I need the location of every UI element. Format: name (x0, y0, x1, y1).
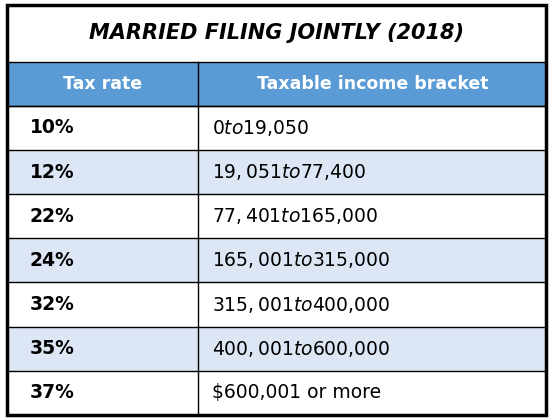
Bar (7, 194, 546, 238)
Text: 37%: 37% (30, 383, 75, 402)
Text: $77,401 to $165,000: $77,401 to $165,000 (212, 206, 378, 226)
Bar (7, 62, 546, 106)
Text: Tax rate: Tax rate (63, 75, 142, 93)
Text: 12%: 12% (30, 163, 74, 181)
Text: $315,001 to $400,000: $315,001 to $400,000 (212, 294, 390, 315)
Bar (7, 150, 546, 194)
Bar (7, 5, 546, 62)
Bar (7, 327, 546, 371)
Text: $0 to $19,050: $0 to $19,050 (212, 118, 309, 138)
Bar (7, 238, 546, 283)
Text: 24%: 24% (30, 251, 74, 270)
Text: 32%: 32% (30, 295, 75, 314)
Text: 22%: 22% (30, 207, 74, 226)
Text: 10%: 10% (30, 118, 74, 137)
Text: MARRIED FILING JOINTLY (2018): MARRIED FILING JOINTLY (2018) (89, 24, 464, 43)
Text: $19,051 to $77,400: $19,051 to $77,400 (212, 162, 366, 182)
Bar (7, 371, 546, 415)
Text: Taxable income bracket: Taxable income bracket (257, 75, 488, 93)
Bar (7, 106, 546, 150)
Text: $600,001 or more: $600,001 or more (212, 383, 381, 402)
Text: 35%: 35% (30, 339, 75, 358)
Text: $165,001 to $315,000: $165,001 to $315,000 (212, 250, 390, 270)
Text: $400,001 to $600,000: $400,001 to $600,000 (212, 339, 390, 359)
Bar (7, 283, 546, 327)
